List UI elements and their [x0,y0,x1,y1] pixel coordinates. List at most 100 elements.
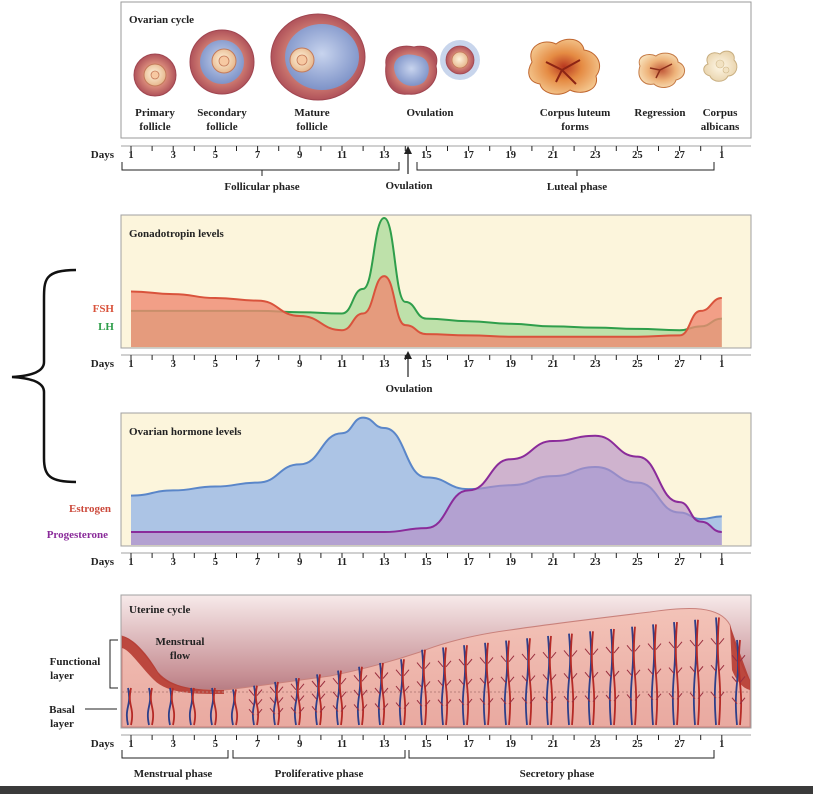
lh-label: LH [98,321,114,333]
uterine-gland [269,681,284,726]
follicular-phase-label: Follicular phase [224,181,299,193]
uterine-gland [248,685,263,726]
uterine-gland [710,617,725,726]
progesterone-series-area [131,435,722,545]
stage-label-secondary-line2: follicle [206,121,237,133]
uterine-gland [731,639,746,726]
day-tick-label: 17 [463,150,474,161]
day-tick-label: 9 [297,359,302,370]
ovulation-phase-label: Ovulation [385,180,432,192]
functional-layer-bracket [109,639,118,689]
day-tick-label: 25 [632,359,643,370]
day-tick-label: 11 [337,150,347,161]
ovarian-cycle-title: Ovarian cycle [129,14,194,26]
fsh-label: FSH [93,303,115,315]
functional-layer-label-line1: Functional [50,656,101,668]
follicular-phase-bracket [121,162,400,176]
day-tick-label: 1 [128,557,133,568]
day-tick-label: 21 [548,557,559,568]
day-tick-label: 19 [506,557,517,568]
stage-label-mature-line1: Mature [294,107,329,119]
ovulation-illustration [385,40,480,95]
day-tick-label: 23 [590,359,601,370]
uterine-gland [146,687,155,726]
uterine-gland [458,645,473,726]
day-tick-label: 1 [719,359,724,370]
day-tick-label: 1 [719,739,724,750]
uterine-gland [584,631,599,726]
day-tick-label: 21 [548,739,559,750]
day-tick-label: 3 [171,557,176,568]
uterine-gland [647,624,662,726]
stage-label-corpus-luteum-line1: Corpus luteum [540,107,611,119]
stage-label-ovulation: Ovulation [406,107,453,119]
corpus-albicans-illustration [703,50,738,82]
day-tick-label: 25 [632,557,643,568]
day-tick-label: 1 [128,739,133,750]
regression-illustration [638,52,685,88]
ovarian-hormone-plot [130,416,722,545]
day-tick-label: 27 [674,557,685,568]
day-tick-label: 5 [213,150,218,161]
day-axis-ovarian-hormone: Days 1 3 5 7 9 11 13 15 17 19 21 23 25 27 1 [91,552,751,568]
uterine-gland [542,635,557,726]
days-label: Days [91,358,115,370]
uterine-gland [563,633,578,726]
stage-label-corpus-albicans-line2: albicans [701,121,740,133]
day-axis-gonadotropin: Days 1 3 5 7 9 11 13 15 17 19 21 23 25 27 1 [91,354,751,370]
uterine-gland [395,659,410,726]
gonadotropin-ovulation-label: Ovulation [385,383,432,395]
day-tick-label: 5 [213,557,218,568]
uterine-cycle-title: Uterine cycle [129,604,190,616]
uterine-gland [230,689,239,726]
day-tick-label: 3 [171,359,176,370]
day-tick-label: 27 [674,150,685,161]
uterine-gland [167,687,176,726]
uterine-gland [479,642,494,726]
day-tick-label: 9 [297,150,302,161]
day-tick-label: 19 [506,739,517,750]
uterine-gland [626,626,641,726]
days-label: Days [91,149,115,161]
uterine-gland [374,662,389,726]
day-tick-label: 13 [379,150,390,161]
day-tick-label: 23 [590,557,601,568]
day-tick-label: 7 [255,557,260,568]
uterine-gland [437,647,452,726]
secretory-phase-label: Secretory phase [520,768,595,780]
uterine-gland [209,687,218,726]
menstrual-phase-bracket [121,750,229,759]
day-tick-label: 23 [590,150,601,161]
stage-label-primary-line2: follicle [139,121,170,133]
day-tick-label: 19 [506,150,517,161]
uterine-gland [521,638,536,726]
uterine-gland [311,674,326,726]
stage-label-regression: Regression [634,107,685,119]
day-tick-label: 9 [297,739,302,750]
stage-label-corpus-luteum-line2: forms [561,121,589,133]
luteal-phase-bracket [416,162,715,176]
uterine-gland [689,619,704,726]
day-tick-label: 23 [590,739,601,750]
day-tick-label: 15 [421,739,432,750]
day-tick-label: 13 [379,557,390,568]
day-tick-label: 19 [506,359,517,370]
secondary-follicle-illustration [189,29,255,95]
progesterone-series-line [131,434,722,533]
day-tick-label: 7 [255,150,260,161]
uterine-gland [500,640,515,726]
fsh-series-area [131,276,722,347]
menstrual-flow-label-line1: Menstrual [156,636,205,648]
day-tick-label: 7 [255,359,260,370]
hormone-brace [11,268,77,484]
gonadotropin-plot [130,216,722,347]
day-tick-label: 1 [128,150,133,161]
day-tick-label: 13 [379,359,390,370]
day-tick-label: 1 [128,359,133,370]
stage-label-secondary-line1: Secondary [197,107,247,119]
day-tick-label: 13 [379,739,390,750]
day-tick-label: 17 [463,359,474,370]
gonadotropin-title: Gonadotropin levels [129,228,225,240]
mature-follicle-illustration [270,13,366,101]
menstrual-flow-label-line2: flow [170,650,190,662]
